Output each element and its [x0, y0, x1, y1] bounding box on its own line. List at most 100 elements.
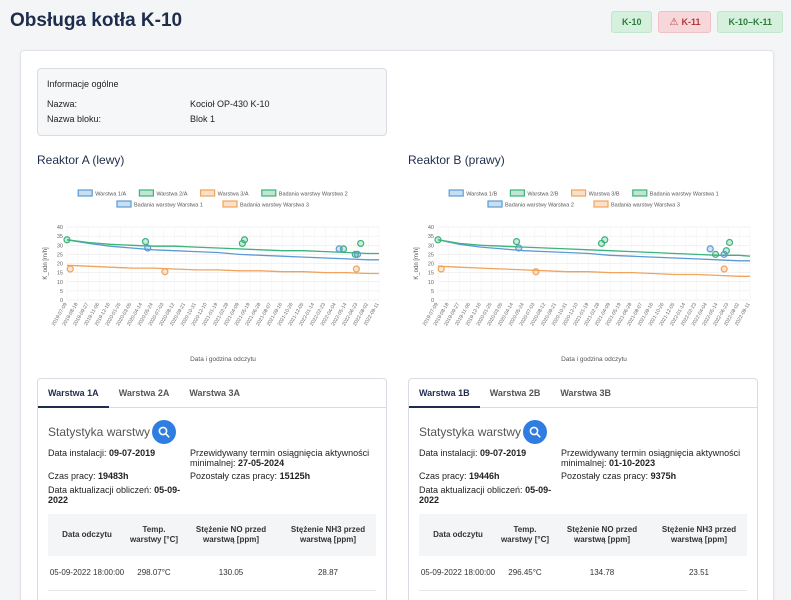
col-no: Stężenie NO przed warstwą [ppm] — [195, 525, 267, 544]
boiler-k11-badge[interactable]: ⚠ K-11 — [658, 11, 712, 33]
info-block-label: Nazwa bloku: — [47, 114, 102, 124]
table-row: 05-09-2022 18:00:00 298.07°C 130.05 28.8… — [48, 556, 376, 591]
reactor-b-chart: Warstwa 1/B Warstwa 2/B Warstwa 3/B Badania… — [408, 183, 758, 368]
y-tick-label: 10 — [57, 280, 63, 286]
predicted-value: 01-10-2023 — [609, 458, 656, 468]
data-point — [352, 265, 361, 273]
legend-label: Badania warstwy Warstwa 3 — [240, 203, 309, 209]
worktime-label: Czas pracy: — [48, 471, 96, 481]
reactor-b-tabs: Warstwa 1B Warstwa 2B Warstwa 3B — [409, 379, 757, 408]
tab-warstwa-1b[interactable]: Warstwa 1B — [409, 379, 480, 408]
worktime-value: 19483h — [98, 471, 129, 481]
series-line — [437, 239, 750, 262]
x-axis-label: Data i godzina odczytu — [561, 356, 627, 363]
y-axis-label: K_odn [m/h] — [43, 247, 49, 280]
update-value: 05-09-2022 — [48, 485, 181, 505]
legend-label: Warstwa 3/A — [218, 192, 249, 198]
legend-label: Badania warstwy Warstwa 1 — [134, 203, 203, 209]
legend-label: Warstwa 2/A — [156, 192, 187, 198]
reactor-b-predicted: Przewidywany termin osiągnięcia aktywnoś… — [561, 448, 751, 468]
cell-no: 130.05 — [182, 556, 280, 591]
y-tick-label: 15 — [428, 271, 434, 277]
y-tick-label: 30 — [57, 243, 63, 249]
legend-label: Badania warstwy Warstwa 2 — [279, 192, 348, 198]
remaining-value: 15125h — [279, 471, 311, 481]
reactor-a-update: Data aktualizacji obliczeń: 05-09-2022 — [48, 485, 183, 505]
boiler-k10-badge[interactable]: K-10 — [610, 11, 653, 33]
series-line — [66, 239, 379, 255]
y-tick-label: 30 — [428, 243, 434, 249]
data-point — [63, 236, 71, 244]
y-tick-label: 5 — [60, 289, 63, 295]
data-point — [706, 245, 714, 253]
y-tick-label: 35 — [57, 234, 63, 240]
col-date: Data odczytu — [62, 530, 112, 539]
reactor-a-install: Data instalacji: 09-07-2019 — [48, 448, 188, 458]
tab-warstwa-3a[interactable]: Warstwa 3A — [189, 388, 241, 398]
info-block-value: Blok 1 — [190, 114, 216, 124]
col-date: Data odczytu — [433, 530, 483, 539]
y-tick-label: 25 — [57, 252, 63, 258]
data-point — [515, 244, 523, 252]
legend-swatch — [77, 189, 93, 197]
reactor-a-search-button[interactable] — [152, 420, 176, 444]
search-icon — [529, 426, 541, 438]
reactor-b-chart-svg: Warstwa 1/B Warstwa 2/B Warstwa 3/B Badania… — [414, 189, 752, 363]
data-point — [725, 238, 734, 247]
general-info-title: Informacje ogólne — [47, 79, 119, 89]
reactor-a-chart-svg: Warstwa 1/A Warstwa 2/A Warstwa 3/A Badania… — [43, 189, 381, 363]
y-tick-label: 25 — [428, 252, 434, 258]
x-axis-label: Data i godzina odczytu — [190, 356, 256, 363]
tab-warstwa-2b[interactable]: Warstwa 2B — [489, 388, 541, 398]
legend-swatch — [593, 200, 609, 208]
page-title: Obsługa kotła K-10 — [10, 10, 183, 31]
col-temp: Temp. warstwy [°C] — [500, 525, 550, 544]
data-point — [141, 237, 150, 246]
legend-label: Warstwa 3/B — [589, 192, 620, 198]
boiler-switcher: K-10 ⚠ K-11 K-10–K-11 — [610, 11, 783, 33]
legend-label: Warstwa 2/B — [527, 192, 558, 198]
update-label: Data aktualizacji obliczeń: — [419, 485, 523, 495]
legend-swatch — [261, 189, 277, 197]
reactor-b-panel: Warstwa 1B Warstwa 2B Warstwa 3B Statyst… — [408, 378, 758, 600]
reactor-a-remaining: Pozostały czas pracy: 15125h — [190, 471, 380, 481]
install-value: 09-07-2019 — [480, 448, 527, 458]
reactor-b-stat-title: Statystyka warstwy — [419, 425, 522, 439]
info-name-value: Kocioł OP-430 K-10 — [190, 99, 270, 109]
tab-warstwa-2a[interactable]: Warstwa 2A — [118, 388, 170, 398]
legend-label: Warstwa 1/A — [95, 192, 126, 198]
series-line — [437, 239, 751, 257]
data-point — [238, 239, 246, 248]
reactor-b-search-button[interactable] — [523, 420, 547, 444]
table-row: 05-09-2022 18:00:00 296.45°C 134.78 23.5… — [419, 556, 747, 591]
predicted-value: 27-05-2024 — [238, 458, 285, 468]
tab-warstwa-3b[interactable]: Warstwa 3B — [560, 388, 612, 398]
warning-icon: ⚠ — [669, 16, 679, 28]
legend-swatch — [448, 189, 464, 197]
data-point — [720, 250, 728, 258]
table-header-row: Data odczytu Temp. warstwy [°C] Stężenie… — [48, 514, 376, 556]
reactor-a-worktime: Czas pracy: 19483h — [48, 471, 188, 481]
data-point — [66, 265, 74, 273]
general-info-box: Informacje ogólne Nazwa: Kocioł OP-430 K… — [37, 68, 387, 136]
cell-nh3: 28.87 — [280, 556, 376, 591]
tab-warstwa-1a[interactable]: Warstwa 1A — [38, 379, 109, 408]
col-no: Stężenie NO przed warstwą [ppm] — [566, 525, 638, 544]
y-tick-label: 20 — [57, 262, 63, 268]
update-value: 05-09-2022 — [419, 485, 552, 505]
data-point — [720, 265, 728, 273]
y-axis-label: K_odn [m/h] — [414, 247, 420, 280]
y-tick-label: 40 — [57, 225, 63, 231]
main-card: Informacje ogólne Nazwa: Kocioł OP-430 K… — [20, 50, 774, 600]
data-point — [437, 265, 445, 273]
reactor-a-table: Data odczytu Temp. warstwy [°C] Stężenie… — [48, 514, 376, 591]
y-tick-label: 5 — [431, 289, 434, 295]
legend-label: Badania warstwy Warstwa 3 — [611, 203, 680, 209]
boiler-k10-k11-badge[interactable]: K-10–K-11 — [717, 11, 783, 33]
y-tick-label: 0 — [60, 298, 63, 304]
legend-swatch — [571, 189, 587, 197]
data-point — [357, 239, 365, 248]
update-label: Data aktualizacji obliczeń: — [48, 485, 152, 495]
legend-swatch — [509, 189, 526, 197]
y-tick-label: 0 — [431, 298, 434, 304]
